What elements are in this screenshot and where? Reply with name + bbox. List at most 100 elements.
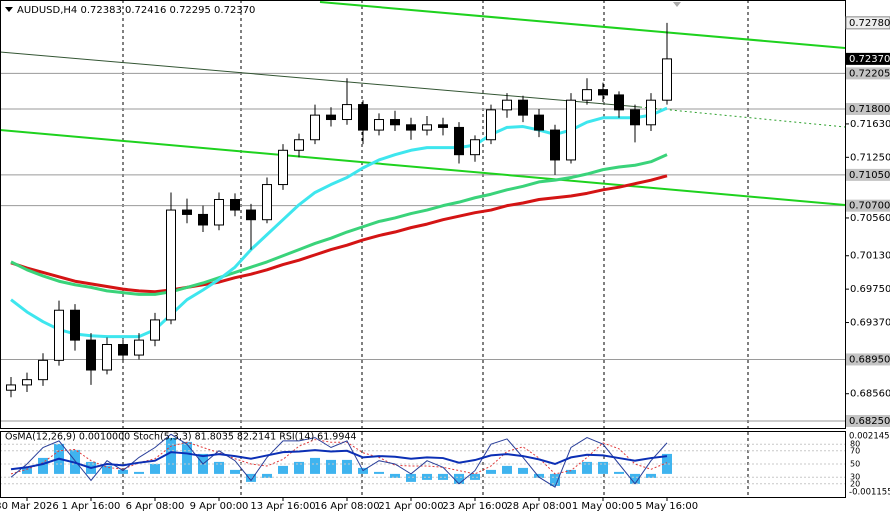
- y-tick-label: 0.70560: [850, 213, 890, 224]
- candle-body: [342, 104, 352, 121]
- osma-bar: [310, 457, 320, 474]
- candle-body: [422, 124, 432, 131]
- candle-body: [406, 124, 416, 131]
- indicator-window: [0, 433, 845, 488]
- menu-arrow: [5, 7, 13, 12]
- chart-title: AUDUSD,H4 0.72383 0.72416 0.72295 0.7237…: [17, 5, 255, 16]
- level-label: 0.70700: [849, 201, 890, 212]
- x-tick-label: 30 Mar 2026: [0, 501, 59, 512]
- osma-bar: [534, 473, 544, 478]
- osma-bar: [102, 465, 112, 474]
- stoch-main-line: [10, 433, 668, 488]
- y-tick-label: 0.69370: [850, 318, 890, 329]
- osma-bar: [278, 465, 288, 474]
- candle-body: [22, 379, 32, 386]
- level-label: 0.71800: [849, 104, 890, 115]
- x-tick-label: 21 Apr 00:00: [378, 501, 443, 512]
- candle-body: [262, 184, 272, 221]
- osma-bar: [438, 473, 448, 480]
- candle-body: [102, 344, 112, 371]
- osma-bar: [342, 459, 352, 474]
- osma-bar: [230, 469, 240, 474]
- candle-body: [358, 104, 368, 131]
- osma-bar: [582, 461, 592, 474]
- x-tick-label: 5 May 16:00: [636, 501, 698, 512]
- osma-bar: [406, 473, 416, 482]
- osma-bar: [38, 457, 48, 474]
- osma-limit-label: -0.001155: [849, 488, 890, 498]
- x-tick-label: 1 Apr 16:00: [62, 501, 121, 512]
- channel-line: [0, 129, 846, 206]
- x-tick-label: 6 Apr 08:00: [126, 501, 185, 512]
- osma-bar: [614, 471, 624, 474]
- candle-body: [86, 339, 96, 371]
- candle-body: [470, 139, 480, 156]
- last-price-label: 0.72370: [849, 54, 890, 65]
- candle-body: [534, 114, 544, 131]
- candle-body: [166, 209, 176, 321]
- candle-body: [6, 384, 16, 391]
- osma-bar: [22, 467, 32, 474]
- y-tick-label: 0.69750: [850, 284, 890, 295]
- candle-body: [246, 209, 256, 221]
- osma-bar: [662, 453, 672, 474]
- level-label-bg: [846, 414, 890, 427]
- levels: [0, 72, 845, 422]
- candle-body: [438, 124, 448, 128]
- osma-bar: [326, 459, 336, 474]
- osma-bar: [566, 469, 576, 474]
- last-price-bg: [846, 52, 890, 65]
- osma-bar: [262, 473, 272, 478]
- y-tick-label: 0.71630: [850, 119, 890, 130]
- level-label-bg: [846, 67, 890, 80]
- level-label: 0.72205: [849, 68, 890, 79]
- candle-body: [454, 126, 464, 156]
- osma-bar: [470, 473, 480, 480]
- osma-limit-label: 0.002145: [849, 432, 890, 442]
- candle-body: [134, 339, 144, 356]
- y-tick-label: 0.68560: [850, 389, 890, 400]
- osma-bar: [390, 473, 400, 478]
- osma-bar: [166, 437, 176, 474]
- osma-bar: [502, 465, 512, 474]
- osma-bar: [118, 469, 128, 474]
- osma-bar: [214, 461, 224, 474]
- y2-tick-label: 70: [850, 446, 860, 455]
- osma-bar: [246, 473, 256, 482]
- candle-body: [230, 198, 240, 211]
- candle-body: [518, 99, 528, 116]
- osma-bar: [294, 461, 304, 474]
- x-tick-label: 1 May 00:00: [572, 501, 634, 512]
- channel-line: [319, 1, 846, 49]
- y-tick-label: 0.71250: [850, 152, 890, 163]
- candle-body: [310, 114, 320, 141]
- candle-body: [198, 213, 208, 226]
- level-label-bg: [846, 199, 890, 212]
- candle-body: [662, 58, 672, 101]
- osma-bar: [422, 473, 432, 480]
- candle-body: [502, 99, 512, 111]
- candle-body: [294, 139, 304, 151]
- candle-body: [614, 94, 624, 111]
- candle-body: [150, 319, 160, 341]
- candle-body: [550, 129, 560, 161]
- osma-bar: [646, 473, 656, 478]
- week-separators: [122, 0, 749, 498]
- candle-body: [326, 114, 336, 121]
- level-label: 0.71050: [849, 170, 890, 181]
- candle-body: [182, 209, 192, 215]
- high-label-bg: [845, 16, 890, 30]
- osma-bar: [630, 473, 640, 484]
- trend-lines: [0, 1, 846, 206]
- osma-bar: [486, 469, 496, 474]
- osma-bar: [550, 473, 560, 486]
- osma-bar: [518, 467, 528, 474]
- trend-line: [0, 51, 641, 108]
- axes: 0.71630 0.71250 0.70560 0.70130 0.69750 0.693…: [0, 16, 890, 512]
- candle-body: [118, 344, 128, 356]
- high-label: 0.72780: [849, 18, 890, 29]
- candle-body: [54, 309, 64, 361]
- osma-bar: [134, 471, 144, 474]
- candle-body: [214, 198, 224, 226]
